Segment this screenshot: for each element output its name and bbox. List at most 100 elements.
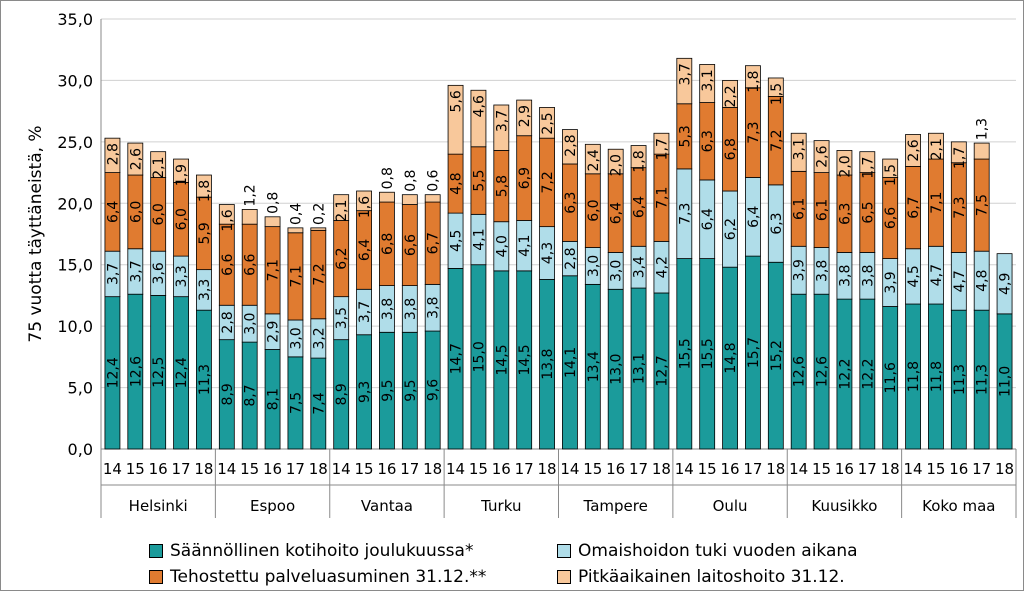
bar-segment bbox=[950, 141, 967, 164]
bar-segment bbox=[424, 194, 441, 203]
data-label: 7,2 bbox=[311, 263, 327, 285]
data-label: 12,4 bbox=[105, 357, 121, 388]
bar-segment bbox=[218, 204, 235, 225]
data-label: 4,8 bbox=[975, 270, 991, 292]
legend-label-palveluasuminen: Tehostettu palveluasuminen 31.12.** bbox=[170, 567, 487, 587]
year-tick-label: 14 bbox=[217, 460, 236, 478]
bar-segment bbox=[767, 77, 784, 97]
year-tick-label: 15 bbox=[926, 460, 945, 478]
y-tick-label: 35,0 bbox=[57, 10, 93, 29]
legend-swatch-laitoshoito bbox=[557, 570, 571, 584]
bar-segment bbox=[150, 151, 167, 178]
year-tick-label: 17 bbox=[515, 460, 534, 478]
data-label: 1,2 bbox=[243, 184, 259, 206]
bar-segment bbox=[562, 129, 578, 165]
bar-segment bbox=[996, 253, 1013, 315]
bar-segment bbox=[813, 140, 830, 173]
year-tick-label: 16 bbox=[721, 460, 740, 478]
data-label: 14,5 bbox=[517, 344, 533, 375]
data-label: 3,3 bbox=[197, 279, 213, 301]
year-tick-label: 16 bbox=[377, 460, 396, 478]
data-label: 3,7 bbox=[494, 110, 510, 132]
year-tick-label: 14 bbox=[675, 460, 694, 478]
data-label: 0,8 bbox=[266, 192, 282, 214]
data-label: 2,4 bbox=[586, 149, 602, 171]
data-label: 0,8 bbox=[380, 167, 396, 189]
data-label: 6,4 bbox=[746, 206, 762, 228]
bar-segment bbox=[493, 104, 510, 151]
data-label: 13,1 bbox=[632, 353, 648, 384]
y-axis-label: 75 vuotta täyttäneistä, % bbox=[26, 125, 46, 342]
data-label: 6,1 bbox=[815, 199, 831, 221]
data-label: 7,1 bbox=[929, 192, 945, 214]
data-label: 3,7 bbox=[677, 63, 693, 85]
bar-segment bbox=[447, 84, 464, 155]
y-tick-label: 25,0 bbox=[57, 133, 93, 152]
data-label: 3,7 bbox=[357, 301, 373, 323]
data-label: 2,9 bbox=[517, 105, 533, 127]
data-label: 2,6 bbox=[128, 148, 144, 170]
data-label: 13,0 bbox=[609, 354, 625, 385]
data-label: 13,4 bbox=[586, 351, 602, 382]
data-label: 12,5 bbox=[151, 357, 167, 388]
data-label: 14,7 bbox=[449, 343, 465, 374]
data-label: 6,4 bbox=[105, 201, 121, 223]
group-label: Turku bbox=[480, 497, 521, 515]
data-label: 2,1 bbox=[929, 138, 945, 160]
data-label: 7,2 bbox=[769, 129, 785, 151]
bar-segment bbox=[356, 190, 372, 212]
data-label: 14,5 bbox=[494, 344, 510, 375]
data-label: 6,4 bbox=[700, 208, 716, 230]
data-label: 15,7 bbox=[746, 337, 762, 368]
data-label: 2,5 bbox=[540, 112, 556, 134]
y-tick-label: 0,0 bbox=[68, 440, 93, 459]
bar-segment bbox=[905, 134, 921, 167]
year-tick-label: 17 bbox=[172, 460, 191, 478]
bar-segment bbox=[790, 132, 807, 172]
bar-segment bbox=[310, 227, 327, 231]
year-tick-label: 15 bbox=[126, 460, 145, 478]
data-label: 6,1 bbox=[792, 198, 808, 220]
year-tick-label: 15 bbox=[698, 460, 717, 478]
data-label: 4,7 bbox=[952, 270, 968, 292]
year-tick-label: 18 bbox=[881, 460, 900, 478]
data-label: 11,6 bbox=[883, 362, 899, 393]
data-label: 13,8 bbox=[540, 349, 556, 380]
data-label: 4,6 bbox=[471, 95, 487, 117]
year-tick-label: 15 bbox=[469, 460, 488, 478]
data-label: 7,1 bbox=[288, 265, 304, 287]
bar-segment bbox=[859, 151, 876, 173]
data-label: 6,4 bbox=[609, 202, 625, 224]
data-label: 6,0 bbox=[128, 201, 144, 223]
year-tick-label: 18 bbox=[652, 460, 671, 478]
group-label: Koko maa bbox=[922, 497, 995, 515]
bar-segment bbox=[401, 194, 418, 205]
year-tick-label: 18 bbox=[194, 460, 213, 478]
data-label: 3,1 bbox=[700, 69, 716, 91]
bar-segment bbox=[516, 99, 533, 137]
data-label: 6,8 bbox=[380, 233, 396, 255]
year-tick-label: 14 bbox=[789, 460, 808, 478]
year-tick-label: 15 bbox=[583, 460, 602, 478]
data-label: 11,8 bbox=[906, 361, 922, 392]
data-label: 12,2 bbox=[837, 358, 853, 389]
legend-swatch-omaishoito bbox=[557, 544, 571, 558]
bar-segment bbox=[973, 142, 990, 160]
data-label: 2,6 bbox=[906, 139, 922, 161]
data-label: 7,2 bbox=[540, 171, 556, 193]
data-label: 14,8 bbox=[723, 342, 739, 373]
data-label: 6,0 bbox=[586, 200, 602, 222]
bar-segment bbox=[241, 209, 258, 225]
bar-segment bbox=[539, 107, 555, 139]
bar-segment bbox=[104, 137, 121, 173]
data-label: 2,2 bbox=[723, 85, 739, 107]
data-label: 6,2 bbox=[723, 218, 739, 240]
data-label: 3,8 bbox=[860, 265, 876, 287]
y-tick-label: 5,0 bbox=[68, 379, 93, 398]
data-label: 6,9 bbox=[517, 167, 533, 189]
data-label: 15,5 bbox=[677, 338, 693, 369]
data-label: 3,0 bbox=[243, 313, 259, 335]
data-label: 1,7 bbox=[654, 138, 670, 160]
data-label: 1,5 bbox=[769, 83, 785, 105]
data-label: 0,8 bbox=[403, 170, 419, 192]
